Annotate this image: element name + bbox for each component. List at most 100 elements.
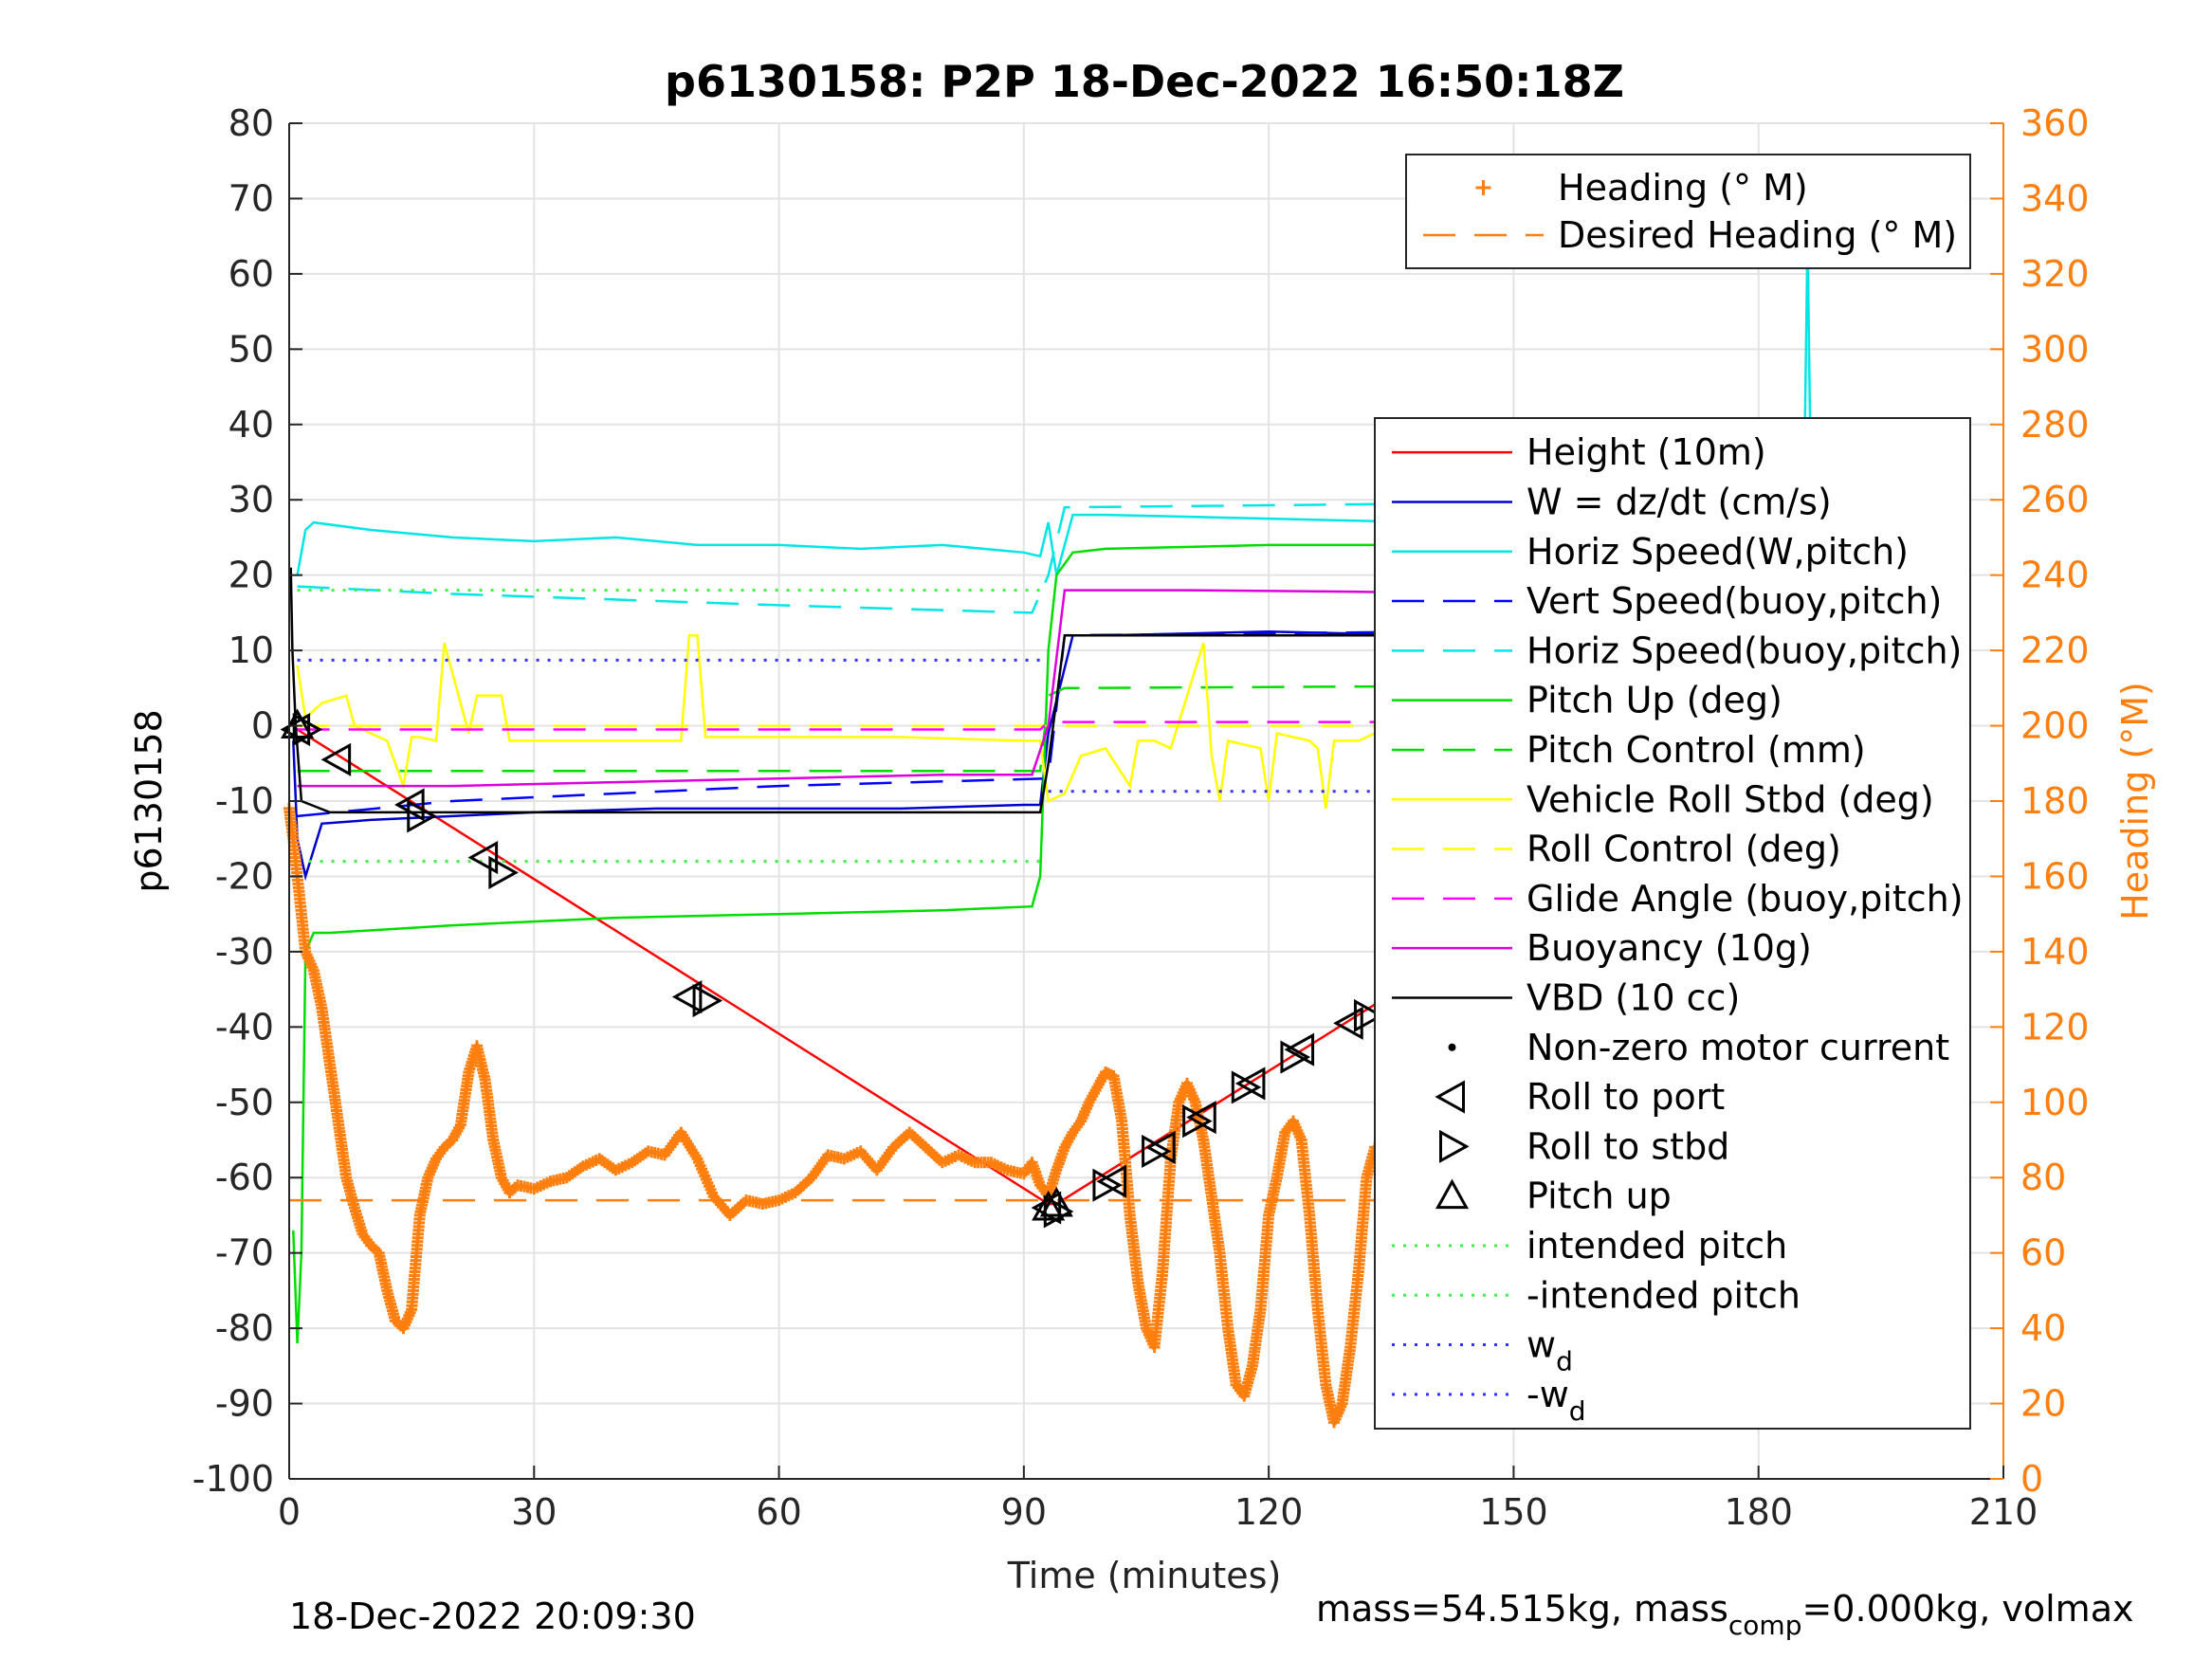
- legend-label: Glide Angle (buoy,pitch): [1526, 878, 1964, 920]
- y-tick-label-right: 260: [2020, 479, 2090, 520]
- legend-item-pitch-up-deg: Pitch Up (deg): [1392, 680, 1782, 721]
- legend-label-main: Glide Angle (buoy,pitch): [1526, 878, 1964, 920]
- roll-to-stbd-marker: [488, 855, 519, 890]
- legend-label: Desired Heading (° M): [1558, 214, 1957, 256]
- y-tick-label-right: 40: [2020, 1307, 2066, 1349]
- footer-mass-sub: comp: [1728, 1610, 1802, 1641]
- legend-label: Pitch up: [1526, 1176, 1672, 1217]
- legend-item-vert-speed-buoy-pitch: Vert Speed(buoy,pitch): [1392, 580, 1942, 622]
- x-tick-label: 210: [1969, 1491, 2038, 1533]
- legend-item-desired-heading-m: Desired Heading (° M): [1423, 214, 1957, 256]
- legend-label-main: intended pitch: [1526, 1225, 1787, 1267]
- legend-label: W = dz/dt (cm/s): [1526, 481, 1832, 522]
- legend-label-sub: d: [1569, 1395, 1586, 1427]
- legend-label-main: w: [1526, 1324, 1556, 1366]
- y-axis-label-right: Heading (°M): [2114, 682, 2156, 921]
- legend-label-main: -w: [1526, 1374, 1569, 1415]
- y-tick-label-right: 0: [2020, 1458, 2043, 1500]
- y-axis-label-left: p6130158: [128, 709, 170, 892]
- footer-mass: mass=54.515kg, masscomp=0.000kg, volmax: [1316, 1588, 2133, 1641]
- y-tick-label-right: 100: [2020, 1082, 2090, 1123]
- legend-swatch: [1439, 1129, 1470, 1163]
- x-axis-label: Time (minutes): [1007, 1555, 1282, 1596]
- footer-mass-prefix: mass=54.515kg, mass: [1316, 1588, 1728, 1630]
- legend-main: Height (10m) W = dz/dt (cm/s) Horiz Speed(…: [1374, 417, 1971, 1430]
- legend-label-main: Desired Heading (° M): [1558, 214, 1957, 256]
- y-tick-label-left: 60: [229, 253, 274, 295]
- y-tick-label-left: -30: [215, 931, 274, 973]
- legend-label-main: Roll to port: [1526, 1076, 1725, 1118]
- x-tick-label: 180: [1724, 1491, 1793, 1533]
- footer-mass-suffix: =0.000kg, volmax: [1801, 1588, 2133, 1630]
- legend-label: Pitch Control (mm): [1526, 729, 1866, 771]
- roll-to-port-marker: [1333, 1006, 1363, 1040]
- legend-label-main: Pitch Up (deg): [1526, 680, 1782, 721]
- y-tick-label-right: 280: [2020, 404, 2090, 446]
- legend-box: [1405, 154, 1971, 269]
- axes: 0 30 60 90 120 150 180 210-100-90-80-70-60-50-4…: [192, 102, 2090, 1533]
- legend-item-buoyancy-10g: Buoyancy (10g): [1392, 927, 1812, 969]
- roll-to-stbd-marker: [1353, 998, 1384, 1032]
- series-horiz-speed-buoy-pitch: [297, 501, 1808, 614]
- footer-timestamp: 18-Dec-2022 20:09:30: [289, 1595, 696, 1637]
- legend-label-main: Horiz Speed(buoy,pitch): [1526, 629, 1962, 671]
- legend-item-roll-to-stbd: Roll to stbd: [1439, 1125, 1729, 1167]
- pitch-up-marker: [1039, 1186, 1073, 1217]
- legend-label: Heading (° M): [1558, 167, 1808, 209]
- y-tick-label-right: 220: [2020, 629, 2090, 671]
- legend-label-sub: d: [1556, 1346, 1573, 1377]
- y-tick-label-left: 40: [229, 404, 274, 446]
- y-tick-label-right: 60: [2020, 1232, 2066, 1274]
- roll-to-port-marker: [394, 788, 425, 822]
- y-tick-label-right: 320: [2020, 253, 2090, 295]
- series-pitch-up: [281, 708, 1073, 1221]
- roll-to-stbd-marker: [1182, 1104, 1213, 1139]
- legend-label: Vert Speed(buoy,pitch): [1526, 580, 1942, 622]
- legend-heading: Heading (° M) Desired Heading (° M): [1405, 154, 1971, 269]
- y-tick-label-left: 30: [229, 479, 274, 520]
- y-tick-label-right: 140: [2020, 931, 2090, 973]
- legend-label: Roll to port: [1526, 1076, 1725, 1118]
- legend-label-main: Non-zero motor current: [1526, 1027, 1949, 1068]
- legend-label: Height (10m): [1526, 431, 1766, 473]
- x-tick-label: 30: [511, 1491, 557, 1533]
- legend-item-horiz-speed-w-pitch: Horiz Speed(W,pitch): [1392, 531, 1909, 573]
- x-tick-label: 120: [1234, 1491, 1304, 1533]
- legend-label: wd: [1526, 1324, 1573, 1377]
- legend-label-main: -intended pitch: [1526, 1274, 1801, 1316]
- y-tick-label-right: 200: [2020, 705, 2090, 747]
- legend-item-intended-pitch: -intended pitch: [1392, 1274, 1801, 1316]
- legend-item-vbd-10-cc: VBD (10 cc): [1392, 976, 1740, 1018]
- y-tick-label-right: 20: [2020, 1383, 2066, 1425]
- legend-label-main: Roll to stbd: [1526, 1125, 1729, 1167]
- roll-to-stbd-marker: [1142, 1134, 1172, 1168]
- y-tick-label-left: 70: [229, 177, 274, 219]
- roll-to-port-marker: [671, 980, 703, 1014]
- legend-swatch: [1475, 180, 1491, 195]
- y-tick-label-right: 160: [2020, 855, 2090, 897]
- pitch-up-marker: [1032, 1190, 1066, 1221]
- series-vbd-10-cc: [289, 567, 1808, 814]
- roll-to-stbd-marker: [692, 983, 723, 1018]
- chart-title: p6130158: P2P 18-Dec-2022 16:50:18Z: [665, 56, 1624, 107]
- legend-label: Vehicle Roll Stbd (deg): [1526, 778, 1934, 820]
- y-tick-label-right: 80: [2020, 1157, 2066, 1198]
- legend-swatch: [1435, 1178, 1470, 1210]
- y-tick-label-left: 10: [229, 629, 274, 671]
- legend-label-main: Buoyancy (10g): [1526, 927, 1812, 969]
- legend-item-roll-to-port: Roll to port: [1435, 1076, 1725, 1118]
- x-tick-label: 150: [1479, 1491, 1548, 1533]
- legend-label-main: Horiz Speed(W,pitch): [1526, 531, 1909, 573]
- y-tick-label-left: -90: [215, 1383, 274, 1425]
- series-vert-speed-buoy-pitch: [297, 627, 1808, 818]
- y-tick-label-right: 360: [2020, 102, 2090, 144]
- roll-to-stbd-marker: [1280, 1040, 1311, 1074]
- legend-label-main: VBD (10 cc): [1526, 976, 1740, 1018]
- y-tick-label-left: 20: [229, 555, 274, 596]
- legend-item-wd: -wd: [1392, 1374, 1586, 1427]
- legend-label-main: Vert Speed(buoy,pitch): [1526, 580, 1942, 622]
- y-tick-label-left: 0: [251, 705, 274, 747]
- legend-label: Roll Control (deg): [1526, 829, 1841, 870]
- roll-to-port-marker: [320, 742, 352, 776]
